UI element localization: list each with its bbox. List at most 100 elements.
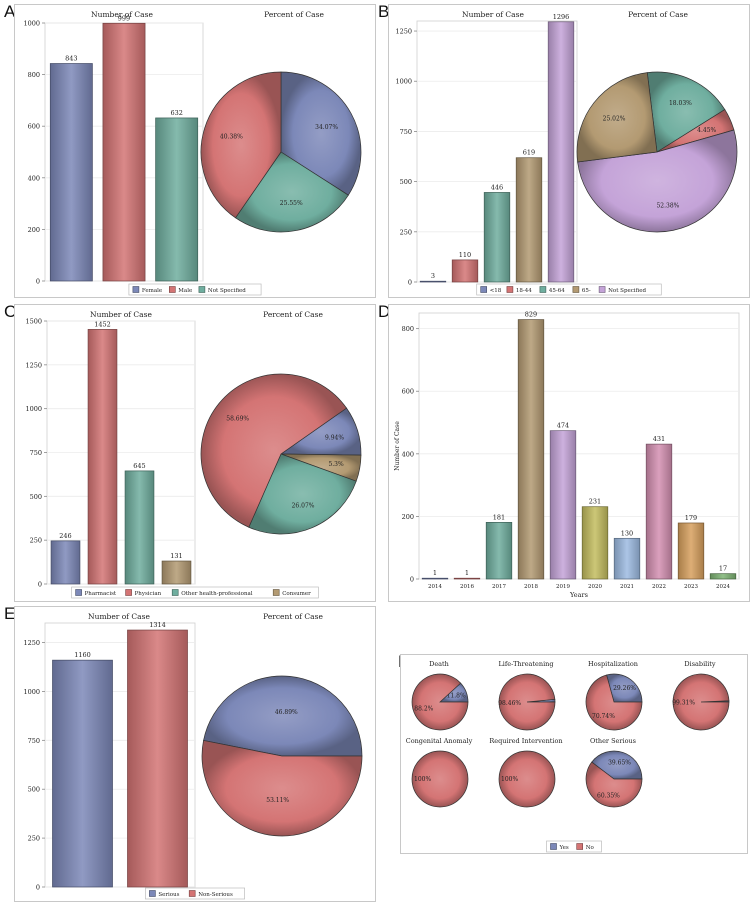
mini-pie-title: Hospitalization (588, 660, 638, 668)
legend-swatch (480, 286, 487, 293)
y-tick-label: 800 (402, 325, 414, 333)
legend: Yes No (546, 840, 602, 853)
pie-slice-label: 99.31% (672, 699, 695, 706)
bar-value-label: 1296 (553, 13, 570, 21)
pie-slice-label: 29.26% (613, 685, 636, 692)
bar (155, 117, 199, 282)
mini-pie-title: Disability (684, 660, 716, 668)
bar-value-label: 246 (59, 532, 71, 540)
pie-slice-label: 34.07% (315, 124, 338, 131)
bar (581, 506, 609, 580)
panel-f: Death 11.8% 88.2% Life-Threatening 98.46% Hos… (400, 654, 748, 854)
bar-chart: 0 250 500 750 1000 1250 3 110 446 619 1296 (395, 13, 578, 287)
pie-slice (498, 750, 556, 808)
bar-value-label: 179 (685, 514, 697, 522)
y-tick-label: 200 (402, 513, 414, 521)
x-tick-label: 2021 (620, 584, 634, 590)
y-tick-label: 0 (408, 279, 412, 287)
x-tick-label: 2016 (460, 584, 474, 590)
legend-swatch (598, 286, 606, 293)
y-tick-label: 1000 (23, 688, 40, 696)
y-tick-label: 0 (410, 576, 414, 584)
pie-slice-label: 4.45% (697, 127, 716, 134)
bar (483, 192, 511, 283)
bar-value-label: 829 (525, 311, 537, 319)
pie-slice (411, 750, 469, 808)
panel-letter-c: C (4, 302, 17, 321)
x-tick-label: 2014 (428, 584, 442, 590)
legend-label: Serious (158, 892, 179, 898)
pie-slice-label: 58.69% (226, 415, 249, 422)
mini-pie: 11.8% 88.2% (411, 673, 469, 731)
chart-e: Number of Case Percent of Case 0 250 500 750 1… (23, 612, 363, 900)
legend-swatch (572, 286, 580, 293)
legend-label: Yes (559, 845, 569, 851)
legend: Female Male Not Specified (128, 283, 262, 296)
x-tick-label: 2017 (492, 584, 506, 590)
pie-slice-label: 26.07% (292, 502, 315, 509)
pie-slice (280, 71, 362, 196)
legend-box (71, 586, 319, 599)
legend-label: Not Specified (608, 288, 646, 294)
y-tick-label: 1000 (25, 405, 42, 413)
bar (124, 470, 155, 585)
bar (515, 157, 543, 283)
bar (645, 443, 673, 580)
pie-slice (585, 674, 643, 731)
legend-box (128, 283, 262, 296)
pie-slice-label: 25.02% (603, 116, 626, 123)
y-tick-label: 1000 (395, 78, 412, 86)
panel-c: Number of Case Percent of Case 0 250 500 750 1… (14, 304, 376, 602)
bar-chart-title: Number of Case (88, 612, 150, 621)
bar-value-label: 1 (433, 569, 437, 577)
x-tick-label: 2018 (524, 584, 538, 590)
bar-value-label: 231 (589, 498, 601, 506)
panel-letter-e: E (4, 604, 16, 623)
y-tick-label: 250 (30, 537, 42, 545)
bar-value-label: 474 (557, 422, 569, 430)
pie-chart: 9.94% 5.3% 26.07% 58.69% (200, 373, 362, 535)
bar (161, 560, 192, 585)
legend-label: Female (142, 288, 162, 294)
legend-swatch (576, 843, 583, 850)
legend-label: Male (178, 288, 192, 294)
bar-value-label: 431 (653, 435, 665, 443)
y-tick-label: 750 (30, 449, 42, 457)
pie-slice-label: 5.3% (328, 461, 344, 468)
x-tick-label: 2019 (556, 584, 570, 590)
y-tick-label: 400 (28, 174, 40, 182)
x-tick-label: 2020 (588, 584, 602, 590)
pie-slice (248, 453, 357, 535)
pie-chart-title: Percent of Case (263, 310, 323, 319)
pie-slice-label: 60.35% (597, 792, 620, 799)
bar-value-label: 632 (170, 109, 182, 117)
pie-slice-label: 46.89% (275, 709, 298, 716)
bar-chart: 0 250 500 750 1000 1250 1500 246 1452 645 131 (25, 318, 196, 589)
pie-slice-label: 100% (501, 776, 518, 783)
y-tick-label: 1000 (23, 20, 40, 28)
bar (421, 577, 449, 580)
pie-slice-label: 100% (414, 776, 431, 783)
mini-pie-title: Congenital Anomaly (406, 737, 473, 745)
pie-slice-label: 18.03% (669, 100, 692, 107)
bar-value-label: 645 (133, 462, 145, 470)
pie-slice-label: 98.46% (498, 700, 521, 707)
bar (87, 329, 118, 585)
pie-slice (577, 129, 738, 233)
bar (517, 319, 545, 580)
bar-value-label: 130 (621, 529, 633, 537)
legend-swatch (272, 589, 280, 596)
y-tick-label: 600 (402, 388, 414, 396)
pie-slice (672, 673, 730, 731)
y-tick-label: 250 (400, 228, 412, 236)
legend-label: <18 (490, 288, 502, 294)
panel-b: Number of Case Percent of Case 0 250 500 750 1… (388, 4, 750, 298)
pie-slice-label: 39.65% (608, 760, 631, 767)
bar-chart: 0 200 400 600 800 1 2014 1 2016 181 2017 829 2018 474… (402, 311, 740, 590)
chart-c: Number of Case Percent of Case 0 250 500 750 1… (25, 310, 362, 599)
bar (52, 659, 113, 888)
pie-chart: 46.89% 53.11% (201, 675, 363, 837)
y-tick-label: 500 (28, 786, 40, 794)
bar (547, 21, 575, 283)
y-tick-label: 1250 (395, 28, 412, 36)
